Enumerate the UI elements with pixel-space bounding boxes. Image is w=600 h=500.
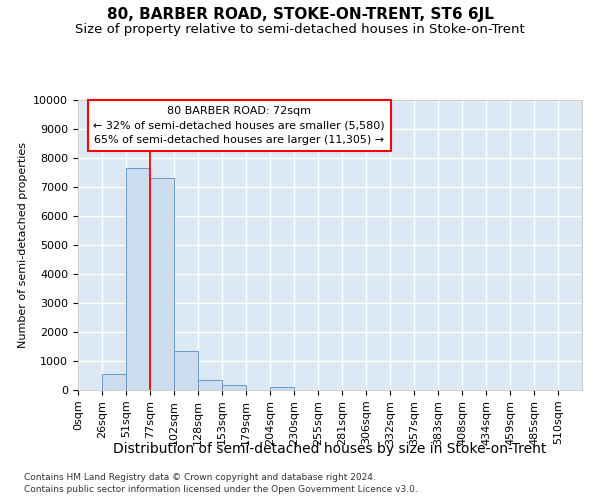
Bar	[222, 385, 246, 390]
Bar	[102, 374, 126, 390]
Text: 80 BARBER ROAD: 72sqm
← 32% of semi-detached houses are smaller (5,580)
65% of s: 80 BARBER ROAD: 72sqm ← 32% of semi-deta…	[94, 106, 385, 146]
Text: Contains public sector information licensed under the Open Government Licence v3: Contains public sector information licen…	[24, 485, 418, 494]
Y-axis label: Number of semi-detached properties: Number of semi-detached properties	[18, 142, 28, 348]
Text: 80, BARBER ROAD, STOKE-ON-TRENT, ST6 6JL: 80, BARBER ROAD, STOKE-ON-TRENT, ST6 6JL	[107, 8, 493, 22]
Bar	[270, 386, 294, 390]
Text: Contains HM Land Registry data © Crown copyright and database right 2024.: Contains HM Land Registry data © Crown c…	[24, 472, 376, 482]
Bar	[126, 168, 150, 390]
Bar	[174, 352, 198, 390]
Bar	[150, 178, 174, 390]
Bar	[198, 380, 222, 390]
Text: Size of property relative to semi-detached houses in Stoke-on-Trent: Size of property relative to semi-detach…	[75, 22, 525, 36]
Text: Distribution of semi-detached houses by size in Stoke-on-Trent: Distribution of semi-detached houses by …	[113, 442, 547, 456]
